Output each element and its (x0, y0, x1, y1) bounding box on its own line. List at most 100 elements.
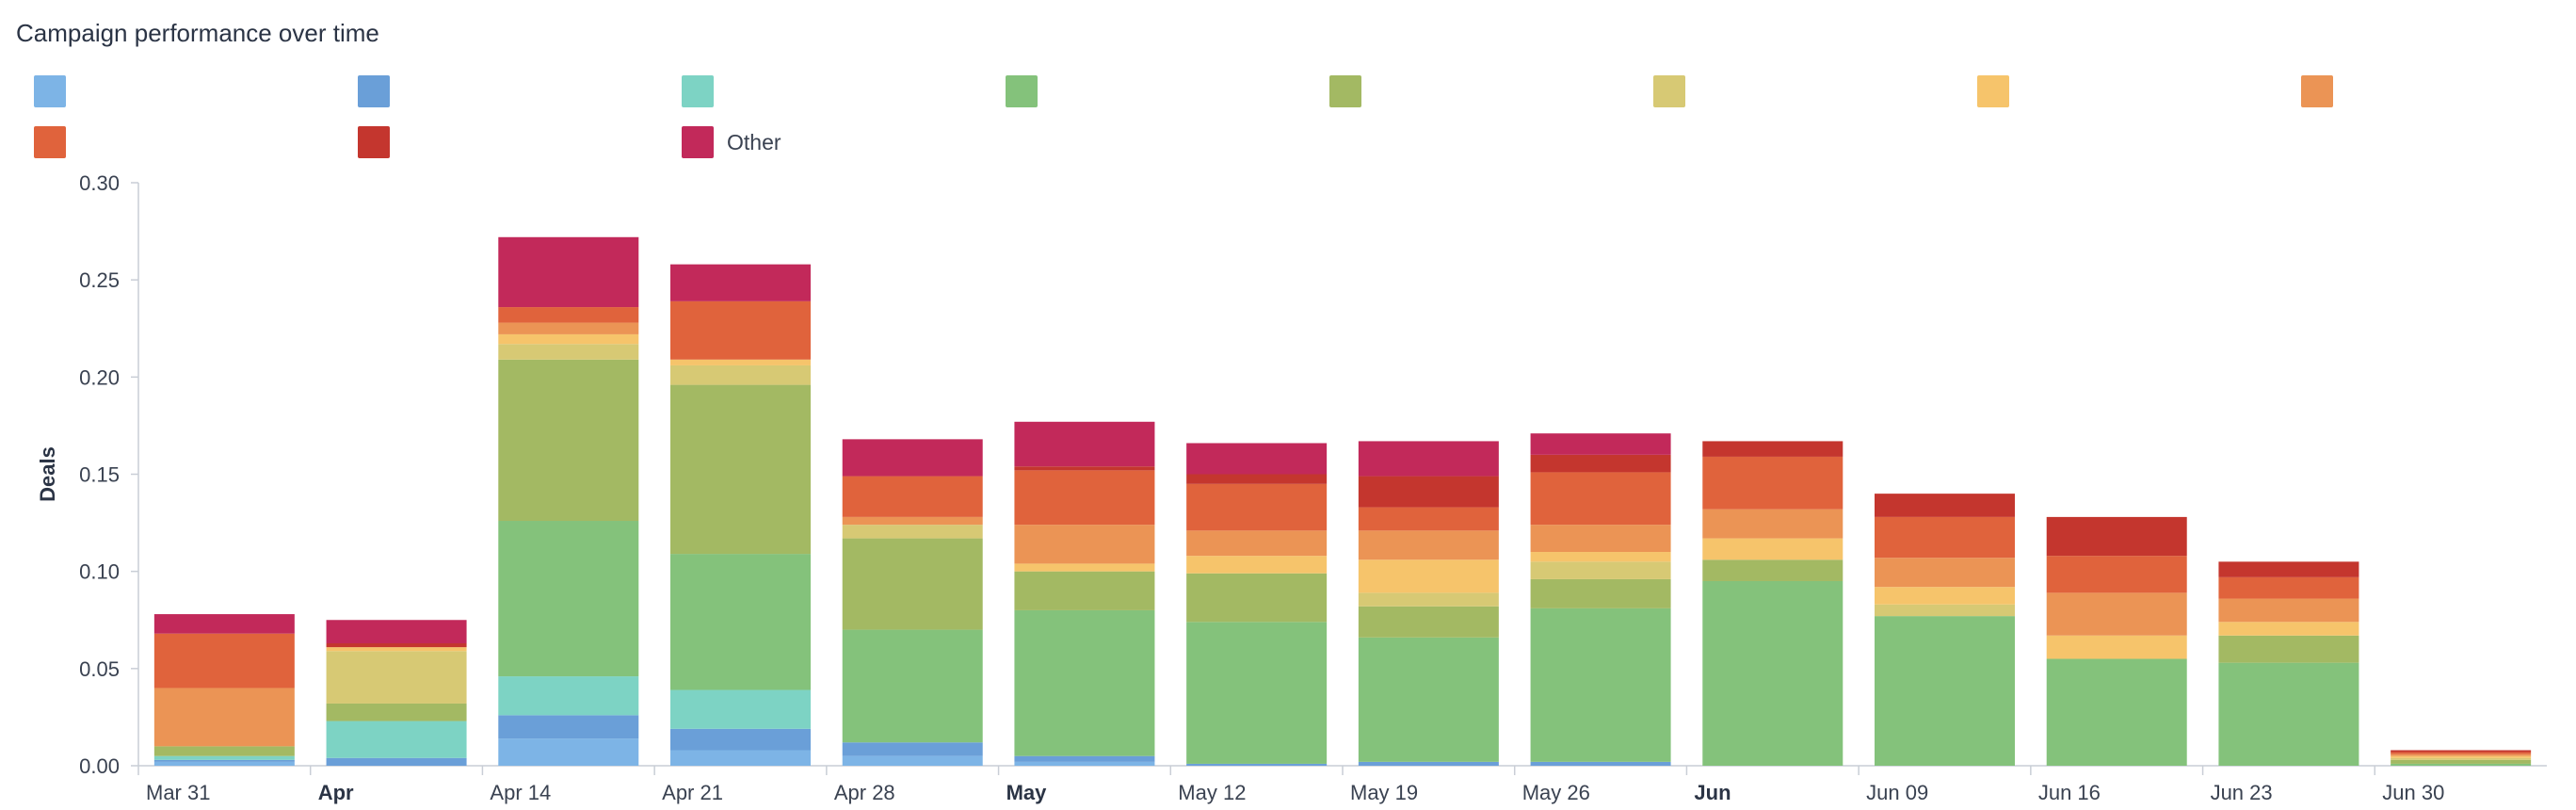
bar-segment[interactable] (842, 439, 983, 477)
bar-stack[interactable] (842, 439, 983, 766)
bar-stack[interactable] (1014, 421, 1155, 766)
bar-segment[interactable] (2391, 750, 2532, 753)
bar-segment[interactable] (1530, 552, 1671, 562)
bar-segment[interactable] (1702, 538, 1843, 560)
bar-stack[interactable] (1358, 441, 1499, 766)
legend-item[interactable] (1329, 75, 1361, 107)
bar-segment[interactable] (1530, 454, 1671, 473)
bar-segment[interactable] (1875, 516, 2015, 559)
bar-segment[interactable] (326, 643, 467, 648)
bar-segment[interactable] (2391, 753, 2532, 756)
bar-segment[interactable] (1186, 483, 1328, 531)
legend-item[interactable] (1006, 75, 1038, 107)
bar-segment[interactable] (2391, 755, 2532, 758)
bar-segment[interactable] (1014, 525, 1155, 564)
bar-segment[interactable] (1014, 755, 1155, 762)
bar-segment[interactable] (670, 300, 811, 360)
bar-segment[interactable] (842, 538, 983, 630)
bar-stack[interactable] (498, 236, 639, 766)
bar-segment[interactable] (2046, 635, 2187, 659)
bar-segment[interactable] (670, 689, 811, 729)
bar-segment[interactable] (1358, 637, 1499, 762)
bar-segment[interactable] (842, 516, 983, 526)
legend-item[interactable] (358, 75, 390, 107)
legend-item[interactable] (34, 126, 66, 158)
bar-stack[interactable] (2218, 561, 2359, 766)
bar-segment[interactable] (2218, 561, 2359, 577)
bar-stack[interactable] (153, 614, 295, 766)
bar-segment[interactable] (670, 264, 811, 301)
bar-segment[interactable] (498, 359, 639, 522)
bar-segment[interactable] (1358, 441, 1499, 477)
bar-segment[interactable] (2046, 516, 2187, 557)
bar-segment[interactable] (1530, 472, 1671, 526)
bar-segment[interactable] (153, 761, 295, 766)
bar-segment[interactable] (1358, 476, 1499, 508)
legend-item[interactable] (34, 75, 66, 107)
bar-segment[interactable] (498, 521, 639, 677)
bar-segment[interactable] (2391, 763, 2532, 766)
bar-segment[interactable] (2046, 658, 2187, 766)
bar-segment[interactable] (326, 703, 467, 721)
legend-item[interactable] (2301, 75, 2333, 107)
bar-segment[interactable] (498, 344, 639, 360)
bar-segment[interactable] (1530, 561, 1671, 579)
bar-segment[interactable] (670, 384, 811, 555)
bar-stack[interactable] (1702, 441, 1843, 766)
bar-segment[interactable] (1530, 608, 1671, 762)
bar-segment[interactable] (1186, 443, 1328, 475)
bar-segment[interactable] (498, 322, 639, 334)
bar-segment[interactable] (842, 755, 983, 766)
bar-segment[interactable] (842, 476, 983, 517)
bar-segment[interactable] (1014, 421, 1155, 467)
bar-stack[interactable] (670, 264, 811, 766)
bar-segment[interactable] (153, 614, 295, 634)
bar-segment[interactable] (1186, 556, 1328, 574)
bar-segment[interactable] (2046, 592, 2187, 636)
bar-segment[interactable] (2391, 759, 2532, 764)
bar-segment[interactable] (842, 525, 983, 539)
bar-segment[interactable] (1358, 559, 1499, 593)
bar-segment[interactable] (2218, 576, 2359, 599)
bar-segment[interactable] (1702, 509, 1843, 539)
bar-segment[interactable] (1875, 558, 2015, 588)
bar-segment[interactable] (1186, 573, 1328, 623)
bar-segment[interactable] (1530, 525, 1671, 553)
bar-stack[interactable] (326, 620, 467, 766)
bar-segment[interactable] (1358, 507, 1499, 531)
bar-stack[interactable] (1875, 494, 2015, 766)
bar-segment[interactable] (1530, 578, 1671, 608)
bar-segment[interactable] (1358, 530, 1499, 560)
bar-segment[interactable] (1702, 559, 1843, 581)
legend-item[interactable] (1977, 75, 2009, 107)
bar-segment[interactable] (153, 688, 295, 747)
bar-segment[interactable] (326, 620, 467, 644)
bar-stack[interactable] (2046, 516, 2187, 766)
bar-stack[interactable] (2391, 750, 2532, 766)
bar-segment[interactable] (498, 236, 639, 308)
bar-segment[interactable] (1358, 592, 1499, 607)
bar-segment[interactable] (498, 715, 639, 739)
bar-segment[interactable] (1186, 763, 1328, 766)
bar-segment[interactable] (1358, 761, 1499, 766)
bar-segment[interactable] (1186, 622, 1328, 764)
bar-segment[interactable] (498, 738, 639, 766)
bar-segment[interactable] (2218, 622, 2359, 636)
bar-segment[interactable] (670, 554, 811, 690)
bar-segment[interactable] (1875, 587, 2015, 605)
bar-segment[interactable] (326, 721, 467, 758)
bar-segment[interactable] (326, 651, 467, 704)
bar-segment[interactable] (1702, 580, 1843, 766)
bar-stack[interactable] (1186, 443, 1328, 766)
legend-item[interactable] (682, 75, 714, 107)
bar-segment[interactable] (153, 759, 295, 762)
bar-stack[interactable] (1530, 433, 1671, 766)
bar-segment[interactable] (1014, 563, 1155, 572)
bar-segment[interactable] (1014, 761, 1155, 766)
bar-segment[interactable] (1014, 609, 1155, 756)
bar-segment[interactable] (670, 364, 811, 385)
bar-segment[interactable] (1702, 456, 1843, 510)
bar-segment[interactable] (670, 728, 811, 751)
bar-segment[interactable] (842, 629, 983, 743)
bar-segment[interactable] (2391, 752, 2532, 754)
